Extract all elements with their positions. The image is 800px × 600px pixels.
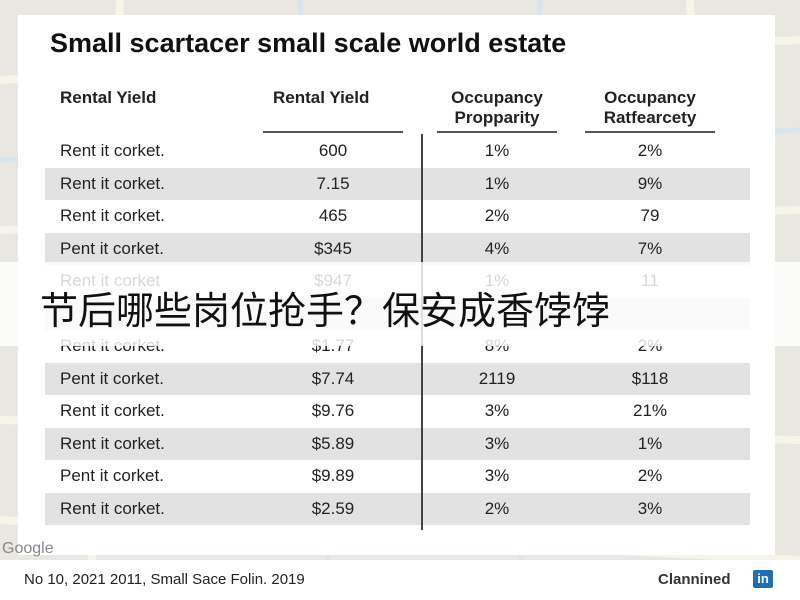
row-stripe [45, 492, 750, 525]
table-cell: $345 [314, 238, 352, 258]
row-stripe [45, 362, 750, 395]
table-cell: 3% [484, 401, 510, 420]
table-cell: 2% [484, 498, 510, 518]
table-cell: 1% [484, 141, 510, 160]
brand-logo: in [753, 570, 773, 588]
table-cell: 2% [484, 206, 510, 225]
column-header: Occupancy Propparity [451, 88, 543, 127]
column-header: Rental Yield [273, 88, 370, 107]
row-stripe [45, 232, 750, 265]
row-stripe [45, 167, 750, 200]
table-cell: 2% [637, 466, 663, 485]
column-header: Rental Yield [60, 88, 157, 107]
table-cell: 4% [484, 238, 510, 258]
table-cell: 2% [637, 141, 663, 160]
table-cell: 9% [637, 173, 663, 193]
table-cell: $2.59 [311, 498, 355, 518]
table-cell: 21% [632, 401, 668, 420]
table-cell: 3% [484, 433, 510, 453]
table-cell: 2119 [478, 368, 516, 388]
header-underline [263, 131, 403, 133]
header-underline [437, 131, 557, 133]
table-cell: 1% [637, 433, 663, 453]
table-cell: Rent it corket. [60, 173, 165, 193]
table-cell: Rent it corket. [60, 433, 165, 453]
table-cell: 79 [640, 206, 660, 225]
table-cell: 7% [637, 238, 663, 258]
table-cell: Pent it corket. [60, 238, 164, 258]
table-cell: 7.15 [316, 173, 350, 193]
table-cell: 3% [637, 498, 663, 518]
table-cell: 1% [484, 173, 510, 193]
table-cell: Rent it corket. [60, 401, 165, 420]
table-cell: 600 [318, 141, 348, 160]
banner-text: 节后哪些岗位抢手？保安成香饽饽 [40, 291, 611, 333]
table-cell: 3% [484, 466, 510, 485]
table-cell: Rent it corket. [60, 498, 165, 518]
footer [0, 560, 800, 600]
table-cell: $9.76 [311, 401, 355, 420]
table-cell: Rent it corket. [60, 141, 165, 160]
table-cell: $118 [631, 368, 669, 388]
row-stripe [45, 427, 750, 460]
table-cell: 465 [318, 206, 348, 225]
table-cell: Rent it corket. [60, 206, 165, 225]
table-cell: $7.74 [311, 368, 355, 388]
brand: Clannined [658, 571, 731, 588]
header-underline [585, 131, 715, 133]
table-cell: $5.89 [311, 433, 355, 453]
table-cell: Pent it corket. [60, 368, 164, 388]
title: Small scartacer small scale world estate [50, 28, 567, 58]
banner [0, 262, 800, 346]
footer-caption: No 10, 2021 2011, Small Sace Folin. 2019 [24, 571, 305, 588]
table-cell: Pent it corket. [60, 466, 164, 485]
column-header: Occupancy Ratfearcety [603, 88, 697, 127]
map-label: Google [2, 540, 54, 557]
table-cell: $9.89 [311, 466, 355, 485]
